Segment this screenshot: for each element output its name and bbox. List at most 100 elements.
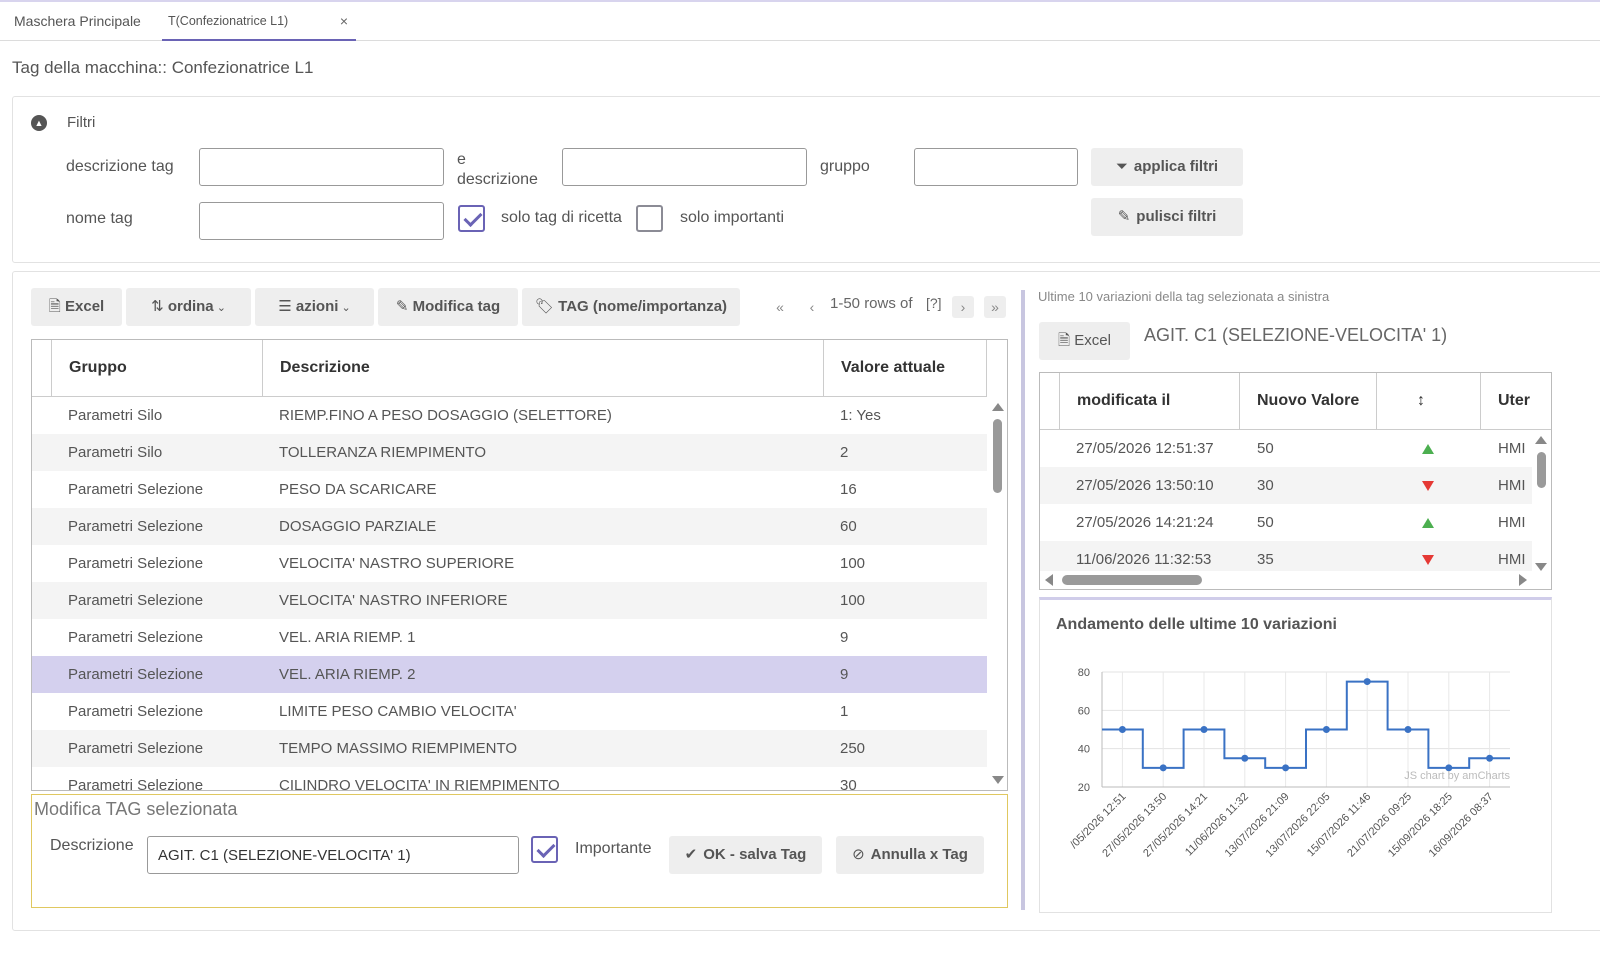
last-page-button[interactable]: »	[984, 296, 1006, 318]
collapse-icon[interactable]: ▲	[31, 115, 47, 131]
cell-valore: 100	[840, 555, 866, 572]
desc-tag-label: descrizione tag	[66, 158, 174, 175]
scroll-down-icon[interactable]	[992, 776, 1004, 784]
cell-utente: HMI	[1498, 551, 1526, 568]
column-header-valore[interactable]: Valore attuale	[823, 340, 987, 397]
cell-descrizione: VEL. ARIA RIEMP. 1	[279, 629, 416, 646]
grid-scrollbar[interactable]	[987, 397, 1007, 790]
arrow-up-icon	[1422, 444, 1434, 454]
column-header-utente[interactable]: Uter	[1480, 373, 1551, 430]
chart-title: Andamento delle ultime 10 variazioni	[1056, 616, 1337, 633]
grid-panel	[12, 271, 1600, 931]
chevron-down-icon: ⌄	[213, 302, 226, 314]
history-excel-button[interactable]: 🗎 Excel	[1039, 322, 1130, 360]
cell-gruppo: Parametri Selezione	[68, 481, 204, 498]
table-row[interactable]: Parametri Selezione VELOCITA' NASTRO INFE…	[32, 582, 988, 619]
cell-gruppo: Parametri Selezione	[68, 777, 204, 791]
cell-valore: 100	[840, 592, 866, 609]
scroll-up-icon[interactable]	[1535, 436, 1547, 444]
scroll-right-icon[interactable]	[1519, 574, 1527, 586]
solo-importanti-checkbox[interactable]	[636, 205, 663, 232]
pencil-icon: ✎	[395, 298, 413, 315]
table-row[interactable]: Parametri Selezione DOSAGGIO PARZIALE 60	[32, 508, 988, 545]
close-icon[interactable]: ×	[339, 13, 348, 29]
table-row[interactable]: Parametri Selezione PESO DA SCARICARE 16	[32, 471, 988, 508]
eraser-icon: ✎	[1117, 208, 1131, 225]
table-row[interactable]: Parametri Selezione VEL. ARIA RIEMP. 2 9	[32, 656, 988, 693]
modifica-tag-button[interactable]: ✎ Modifica tag	[378, 288, 518, 326]
scroll-thumb[interactable]	[1537, 452, 1546, 488]
excel-label: Excel	[65, 298, 105, 315]
history-row[interactable]: 27/05/2026 13:50:10 30 HMI	[1040, 467, 1532, 504]
cell-valore: 60	[840, 518, 857, 535]
history-row[interactable]: 27/05/2026 14:21:24 50 HMI	[1040, 504, 1532, 541]
cell-nuovo-valore: 50	[1257, 440, 1274, 457]
history-vscrollbar[interactable]	[1531, 430, 1551, 573]
prev-page-button[interactable]: ‹	[809, 299, 815, 315]
column-header-descrizione[interactable]: Descrizione	[262, 340, 823, 397]
cell-nuovo-valore: 30	[1257, 477, 1274, 494]
table-row[interactable]: Parametri Selezione VEL. ARIA RIEMP. 1 9	[32, 619, 988, 656]
apply-filters-button[interactable]: ⏷ applica filtri	[1091, 148, 1243, 186]
table-row[interactable]: Parametri Selezione TEMPO MASSIMO RIEMPIM…	[32, 730, 988, 767]
tag-nome-importanza-button[interactable]: 🏷 TAG (nome/importanza)	[522, 288, 740, 326]
table-row[interactable]: Parametri Selezione CILINDRO VELOCITA' IN…	[32, 767, 988, 791]
tab-maschera-principale[interactable]: Maschera Principale	[14, 13, 141, 29]
desc-input[interactable]	[562, 148, 807, 186]
table-row[interactable]: Parametri Selezione LIMITE PESO CAMBIO VE…	[32, 693, 988, 730]
cell-descrizione: RIEMP.FINO A PESO DOSAGGIO (SELETTORE)	[279, 407, 612, 424]
gruppo-input[interactable]	[914, 148, 1078, 186]
excel-icon: 🗎	[48, 298, 66, 315]
nome-tag-input[interactable]	[199, 202, 444, 240]
y-tick-label: 40	[1078, 744, 1090, 756]
scroll-thumb[interactable]	[1062, 575, 1202, 585]
history-grid: modificata il Nuovo Valore ↕ Uter 27/05/…	[1039, 372, 1552, 590]
cell-gruppo: Parametri Silo	[68, 407, 163, 424]
cell-utente: HMI	[1498, 514, 1526, 531]
cell-descrizione: CILINDRO VELOCITA' IN RIEMPIMENTO	[279, 777, 560, 791]
table-row[interactable]: Parametri Silo RIEMP.FINO A PESO DOSAGGIO…	[32, 397, 988, 434]
column-header-gruppo[interactable]: Gruppo	[51, 340, 262, 397]
table-row[interactable]: Parametri Silo TOLLERANZA RIEMPIMENTO 2	[32, 434, 988, 471]
panel-splitter[interactable]	[1021, 290, 1025, 910]
ordina-button[interactable]: ⇅ ordina ⌄	[126, 288, 251, 326]
history-row[interactable]: 27/05/2026 12:51:37 50 HMI	[1040, 430, 1532, 467]
filter-icon: ⏷	[1115, 158, 1128, 175]
ok-save-tag-button[interactable]: ✔ OK - salva Tag	[669, 836, 822, 874]
column-header-modificata[interactable]: modificata il	[1059, 373, 1239, 430]
column-header-nuovo-valore[interactable]: Nuovo Valore	[1239, 373, 1376, 430]
clear-filters-button[interactable]: ✎ pulisci filtri	[1091, 198, 1243, 236]
cancel-tag-label: Annulla x Tag	[870, 846, 968, 863]
tab-confezionatrice[interactable]: T(Confezionatrice L1) ×	[162, 4, 356, 41]
cell-descrizione: DOSAGGIO PARZIALE	[279, 518, 437, 535]
cell-utente: HMI	[1498, 477, 1526, 494]
cell-modificata: 27/05/2026 12:51:37	[1076, 440, 1214, 457]
series-line	[1102, 680, 1510, 769]
gruppo-label: gruppo	[820, 158, 870, 175]
data-point	[1200, 726, 1208, 733]
first-page-button[interactable]: «	[776, 299, 784, 315]
history-hscrollbar[interactable]	[1040, 571, 1532, 589]
important-checkbox[interactable]	[531, 836, 558, 863]
desc-tag-input[interactable]	[199, 148, 444, 186]
cell-valore: 1	[840, 703, 849, 720]
scroll-left-icon[interactable]	[1045, 574, 1053, 586]
scroll-down-icon[interactable]	[1535, 563, 1547, 571]
column-header-trend[interactable]: ↕	[1376, 373, 1480, 430]
solo-ricetta-checkbox[interactable]	[458, 205, 485, 232]
pager-total[interactable]: [?]	[926, 295, 942, 311]
filters-panel: ▲ Filtri descrizione tag e descrizione g…	[12, 96, 1600, 263]
scroll-thumb[interactable]	[993, 419, 1002, 493]
history-excel-label: Excel	[1074, 332, 1111, 349]
table-row[interactable]: Parametri Selezione VELOCITA' NASTRO SUPE…	[32, 545, 988, 582]
scroll-up-icon[interactable]	[992, 403, 1004, 411]
y-tick-label: 60	[1078, 705, 1090, 717]
edit-desc-input[interactable]	[147, 836, 519, 874]
excel-button[interactable]: 🗎 Excel	[31, 288, 122, 326]
cancel-tag-button[interactable]: ⊘ Annulla x Tag	[836, 836, 984, 874]
next-page-button[interactable]: ›	[952, 296, 974, 318]
azioni-button[interactable]: ☰ azioni ⌄	[255, 288, 374, 326]
cell-modificata: 27/05/2026 14:21:24	[1076, 514, 1214, 531]
cell-descrizione: LIMITE PESO CAMBIO VELOCITA'	[279, 703, 517, 720]
tab-label: T(Confezionatrice L1)	[168, 14, 289, 28]
